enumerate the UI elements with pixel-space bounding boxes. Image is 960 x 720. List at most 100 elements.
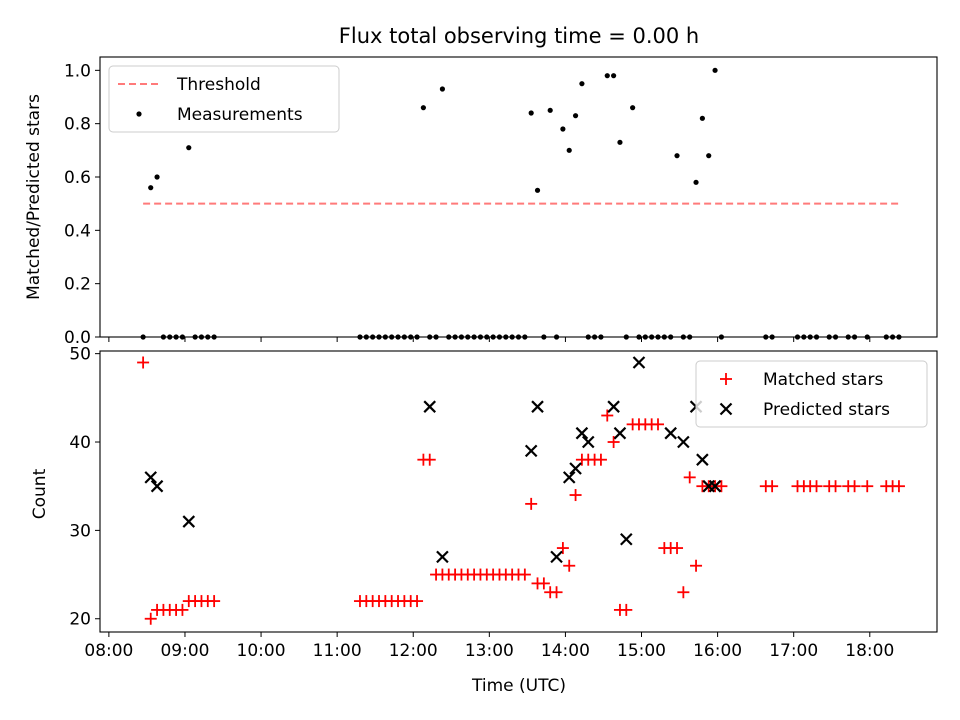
matched-star-point — [144, 612, 157, 625]
measurement-point — [604, 73, 610, 79]
matched-star-point — [766, 480, 779, 493]
threshold-legend-label: Threshold — [176, 75, 261, 95]
bottom-ytick-label: 40 — [69, 433, 91, 453]
matched-star-point — [594, 453, 607, 466]
measurements-legend-swatch — [136, 111, 142, 117]
matched-star-point — [525, 497, 538, 510]
measurement-point — [579, 81, 585, 87]
measurements-legend-label: Measurements — [177, 105, 303, 125]
bottom-xtick-label: 11:00 — [313, 641, 362, 661]
predicted-star-point — [531, 400, 544, 413]
matched-star-point — [601, 409, 614, 422]
bottom-y-axis-label: Count — [30, 468, 50, 519]
top-plot: 0.0 0.2 0.4 0.6 0.8 1.0 Matched/Predicted sta… — [24, 56, 938, 348]
measurement-point — [528, 110, 534, 116]
measurement-point — [420, 105, 426, 111]
matched-star-point — [690, 559, 703, 572]
measurement-point — [674, 153, 680, 159]
matched-star-point — [556, 542, 569, 555]
bottom-xtick-label: 12:00 — [389, 641, 438, 661]
bottom-xtick-label: 14:00 — [541, 641, 590, 661]
top-ytick-label: 0.2 — [64, 275, 91, 295]
matched-star-point — [537, 577, 550, 590]
measurement-point — [699, 115, 705, 121]
matched-star-point — [829, 480, 842, 493]
measurement-point — [534, 187, 541, 193]
matched-star-point — [208, 595, 221, 608]
top-plot-frame — [99, 56, 938, 338]
bottom-xtick-label: 17:00 — [769, 641, 818, 661]
matched-star-point — [607, 436, 620, 449]
bottom-xtick-label: 18:00 — [845, 641, 894, 661]
top-ytick-label: 0.8 — [64, 115, 91, 135]
predicted-legend-label: Predicted stars — [763, 400, 890, 420]
predicted-star-point — [620, 532, 633, 546]
predicted-star-point — [550, 550, 563, 564]
measurement-point — [630, 105, 636, 111]
measurement-point — [154, 174, 160, 180]
bottom-xtick-label: 08:00 — [84, 641, 133, 661]
predicted-star-point — [569, 462, 582, 475]
bottom-xtick-label: 10:00 — [237, 641, 286, 661]
x-axis-label: Time (UTC) — [471, 676, 566, 696]
matched-star-point — [892, 480, 905, 493]
bottom-plot: 20 30 40 50 08:00 09:00 10:00 11:00 12:00 13:00 1… — [30, 345, 938, 696]
predicted-star-point — [562, 471, 576, 484]
predicted-star-point — [182, 515, 196, 528]
bottom-legend-box — [695, 360, 928, 428]
bottom-plot-frame — [99, 350, 938, 633]
bottom-ytick-label: 30 — [69, 521, 91, 541]
bottom-ytick-label: 50 — [69, 345, 91, 365]
top-legend-box — [108, 65, 340, 133]
predicted-star-point — [581, 435, 595, 449]
predicted-star-point — [708, 479, 722, 493]
predicted-star-point — [632, 356, 646, 369]
matched-legend-marker — [720, 373, 732, 385]
bottom-xtick-label: 09:00 — [160, 641, 209, 661]
matched-legend-label: Matched stars — [763, 370, 883, 390]
matched-star-point — [620, 603, 633, 616]
matched-star-point — [810, 480, 823, 493]
bottom-ytick-label: 20 — [69, 610, 91, 630]
matched-star-point — [411, 595, 424, 608]
bottom-xtick-label: 16:00 — [693, 641, 742, 661]
matched-star-point — [550, 586, 563, 599]
predicted-star-point — [664, 426, 677, 440]
measurement-point — [560, 126, 566, 132]
measurement-point — [611, 73, 617, 79]
predicted-legend-swatch — [719, 402, 733, 416]
top-ytick-label: 0.0 — [64, 328, 91, 348]
predicted-star-point — [575, 426, 589, 440]
predicted-star-point — [677, 435, 690, 449]
predicted-star-point — [524, 444, 538, 458]
top-ytick-label: 0.4 — [64, 221, 91, 241]
measurement-point — [547, 107, 553, 113]
top-legend: Threshold Measurements — [108, 65, 340, 133]
matched-star-point — [683, 471, 696, 484]
predicted-legend-marker — [719, 402, 733, 416]
bottom-legend: Matched stars Predicted stars — [695, 360, 928, 428]
measurement-point — [186, 145, 192, 151]
predicted-star-point — [436, 550, 449, 564]
matched-star-point — [677, 586, 690, 599]
matched-star-point — [423, 453, 436, 466]
matched-star-point — [715, 480, 728, 493]
matched-star-point — [671, 542, 684, 555]
matched-star-point — [137, 356, 150, 369]
measurement-point — [617, 139, 623, 145]
matched-star-point — [861, 480, 874, 493]
top-y-axis-label: Matched/Predicted stars — [24, 94, 44, 300]
top-ytick-label: 1.0 — [64, 61, 91, 81]
predicted-star-point — [613, 426, 627, 440]
predicted-star-point — [696, 453, 709, 466]
matched-star-point — [569, 489, 582, 502]
matched-star-point — [176, 603, 189, 616]
measurement-point — [706, 153, 712, 159]
matched-star-point — [652, 418, 664, 431]
matched-legend-swatch — [720, 373, 732, 385]
measurement-point — [148, 185, 154, 191]
measurement-point — [439, 86, 446, 92]
chart-title: Flux total observing time = 0.00 h — [339, 24, 699, 48]
top-ytick-label: 0.6 — [64, 168, 91, 188]
